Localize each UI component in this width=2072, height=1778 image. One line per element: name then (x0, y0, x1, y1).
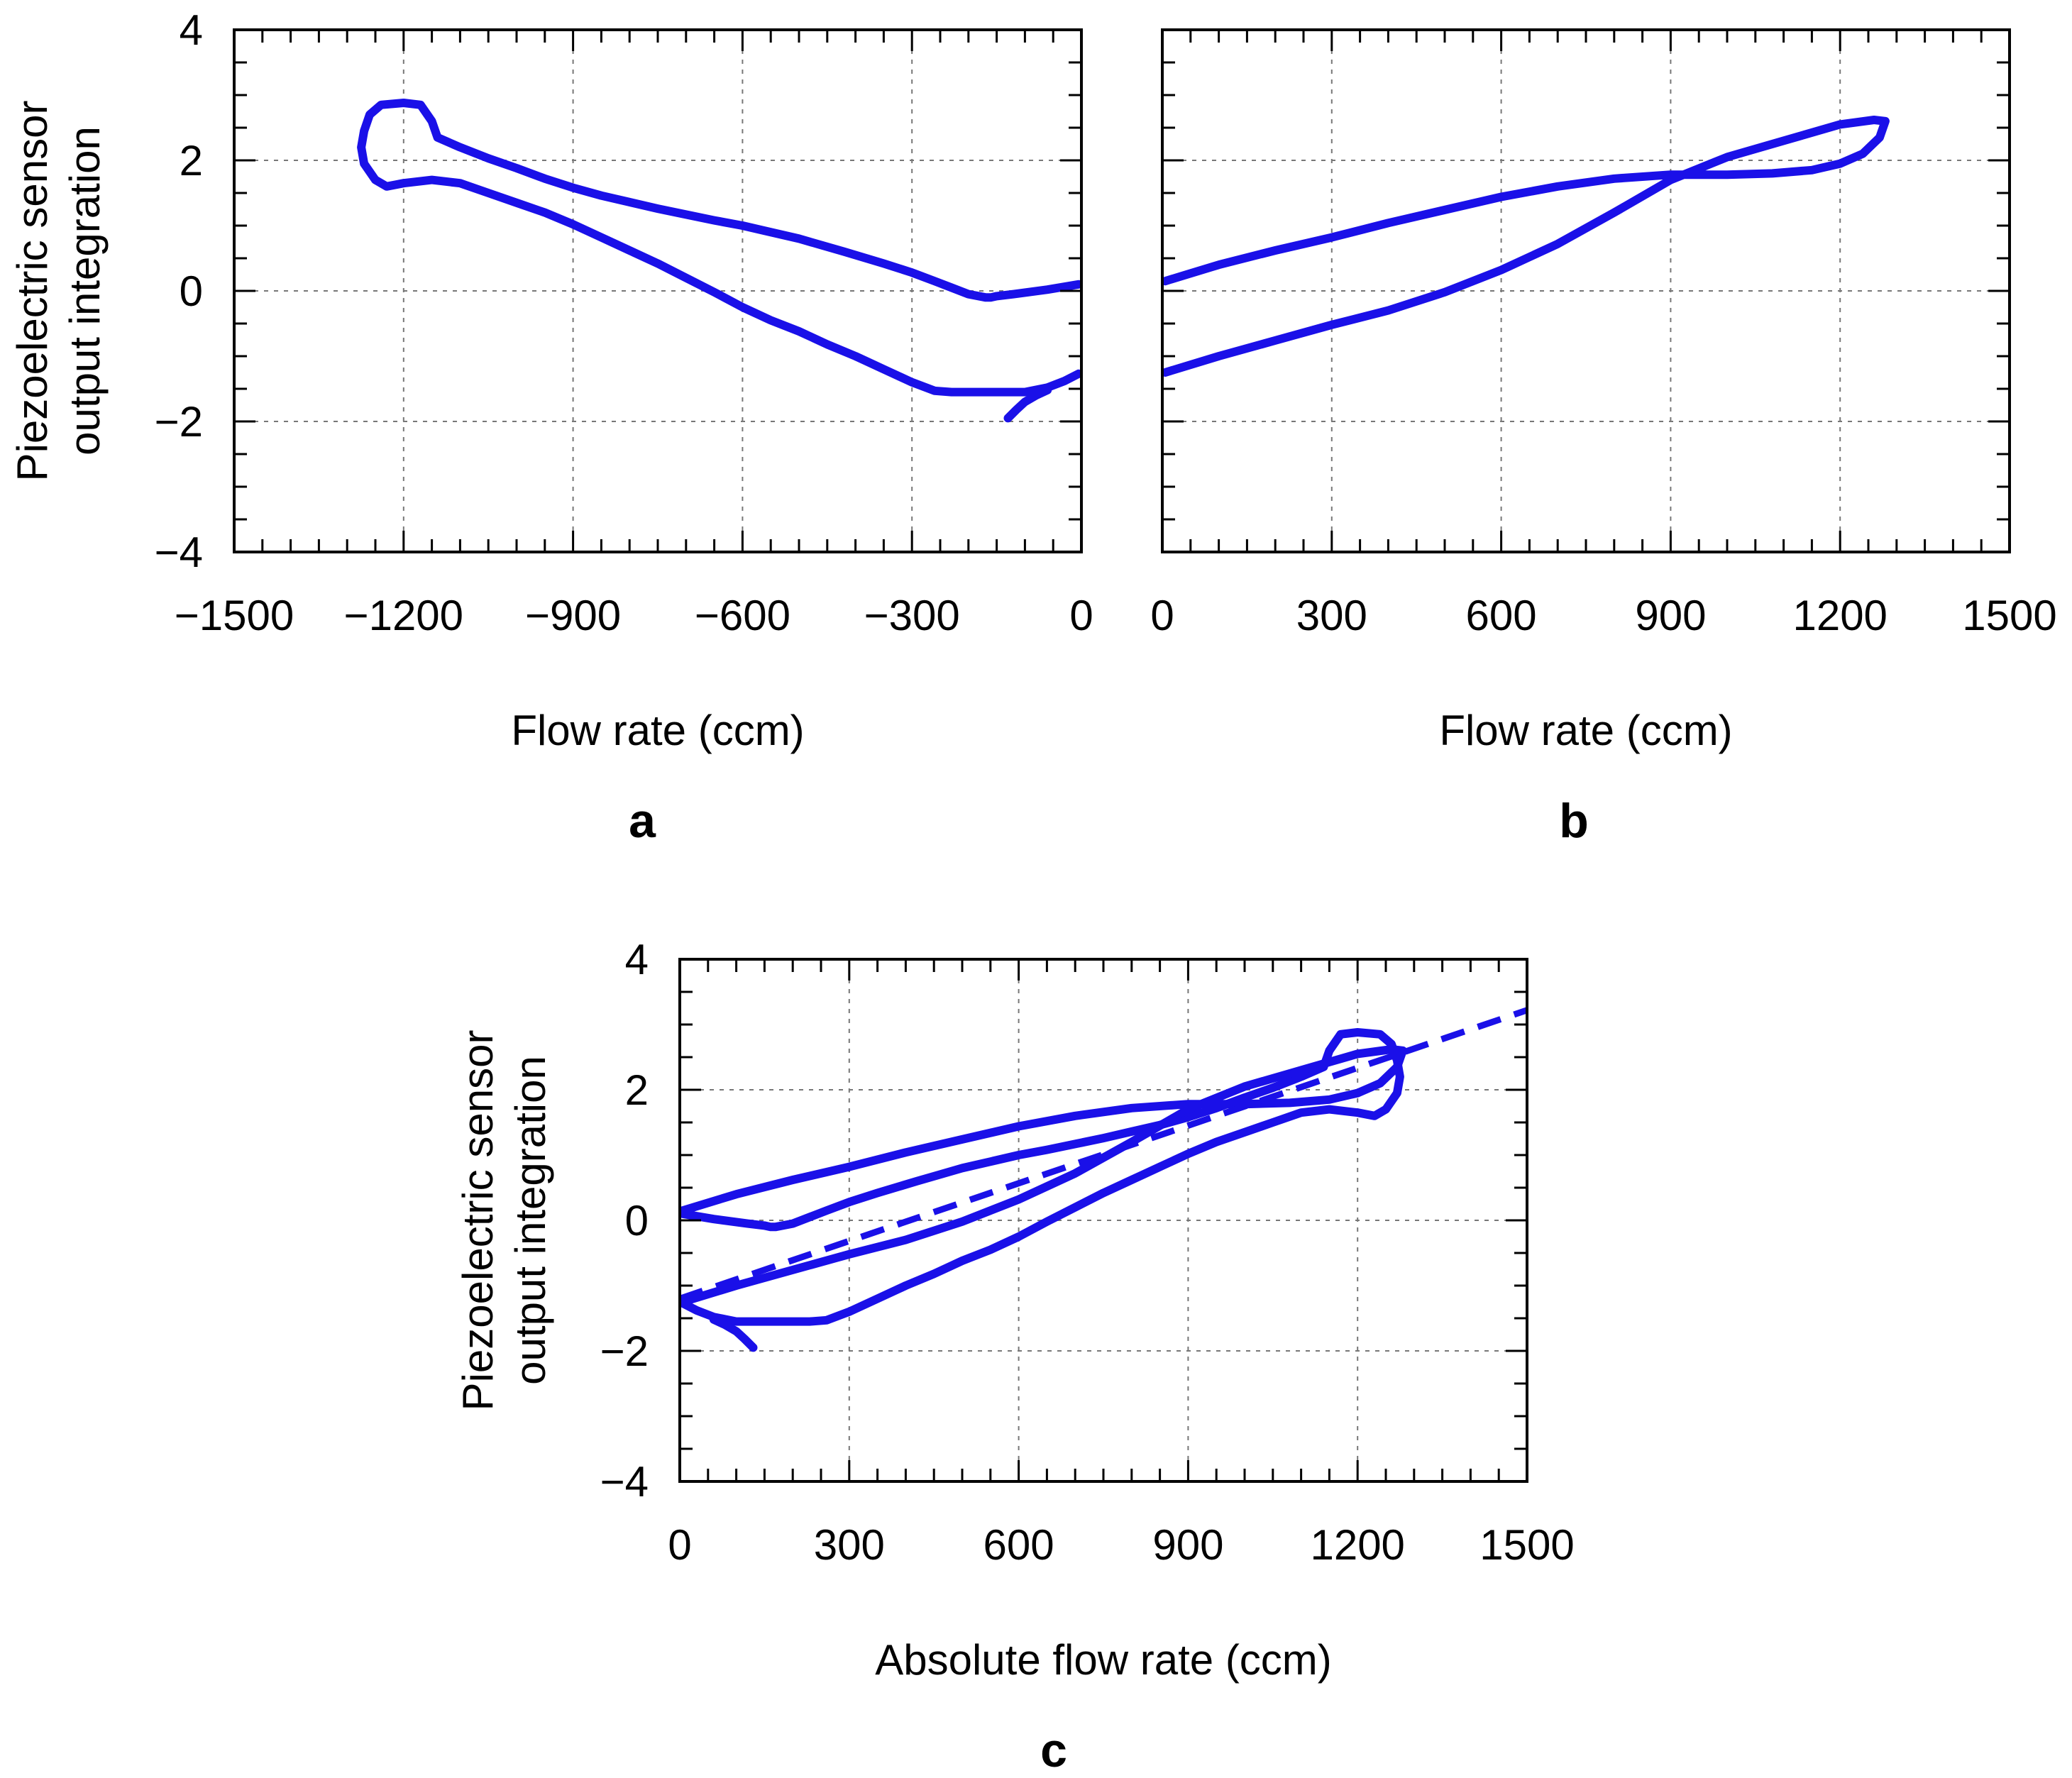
panel-b-x-tick-label: 900 (1635, 592, 1706, 639)
panel-a-y-tick-label: 2 (180, 137, 203, 184)
panel-a-y-axis-title-line-2: output integration (61, 126, 109, 455)
panel-c-x-tick-label: 600 (983, 1521, 1054, 1569)
panel-c: 0 300 600 900 1200 1500 −4 −2 0 2 4 Absolute flow… (454, 936, 1575, 1777)
panel-c-x-tick-label: 900 (1152, 1521, 1223, 1569)
panel-a-x-tick-label: −600 (695, 592, 790, 639)
panel-b-x-tick-label: 300 (1296, 592, 1367, 639)
panel-c-letter: c (1040, 1723, 1067, 1777)
panel-c-x-axis-title: Absolute flow rate (ccm) (875, 1636, 1332, 1684)
panel-a-x-tick-label: −900 (525, 592, 621, 639)
panel-b-x-tick-label: 1200 (1792, 592, 1887, 639)
panel-a-y-tick-label: 4 (180, 6, 203, 54)
panel-a-y-tick-label: −4 (155, 529, 203, 576)
panel-c-x-tick-label: 1200 (1310, 1521, 1404, 1569)
panel-c-series-2 (678, 1045, 1407, 1306)
panel-b-x-tick-label: 1500 (1962, 592, 2056, 639)
panel-c-y-tick-label: 2 (625, 1066, 649, 1114)
panel-a-x-tick-label: −1500 (175, 592, 294, 639)
panel-a-x-tick-label: 0 (1069, 592, 1093, 639)
panel-a-series-0 (357, 99, 1083, 397)
panel-a-x-axis-title: Flow rate (ccm) (511, 707, 804, 754)
panel-a-y-tick-label: −2 (155, 398, 203, 446)
panel-b-x-tick-label: 0 (1150, 592, 1174, 639)
panel-c-y-axis-title-line-2: output integration (507, 1056, 554, 1385)
panel-b-x-axis-title: Flow rate (ccm) (1439, 707, 1732, 754)
panel-b-series-0 (1161, 116, 1890, 377)
panel-c-y-tick-label: 0 (625, 1197, 649, 1244)
panel-b-letter: b (1559, 794, 1589, 848)
panel-b: 0 300 600 900 1200 1500 Flow rate (ccm) b (1150, 28, 2057, 848)
panel-a: −1500 −1200 −900 −600 −300 0 −4 −2 0 2 4 Flow rat… (9, 6, 1093, 848)
panel-c-y-tick-label: 4 (625, 936, 649, 983)
panel-a-y-axis-title-line-1: Piezoelectric sensor (9, 101, 56, 482)
panel-c-y-tick-label: −2 (600, 1327, 649, 1375)
panel-c-y-axis-title-line-1: Piezoelectric sensor (454, 1030, 502, 1411)
panel-a-y-tick-label: 0 (180, 267, 203, 315)
panel-c-series-1 (709, 1315, 758, 1352)
panel-c-x-tick-label: 0 (668, 1521, 691, 1569)
panel-c-x-tick-label: 300 (814, 1521, 885, 1569)
panel-b-plot-frame (1161, 28, 2011, 553)
panel-a-letter: a (629, 794, 656, 848)
panel-a-x-tick-label: −1200 (344, 592, 464, 639)
panel-c-x-tick-label: 1500 (1479, 1521, 1574, 1569)
panel-c-y-tick-label: −4 (600, 1458, 649, 1506)
panel-c-series-3 (678, 1007, 1528, 1302)
panel-a-series-1 (1003, 385, 1052, 423)
panel-b-x-tick-label: 600 (1466, 592, 1537, 639)
panel-a-x-tick-label: −300 (864, 592, 960, 639)
